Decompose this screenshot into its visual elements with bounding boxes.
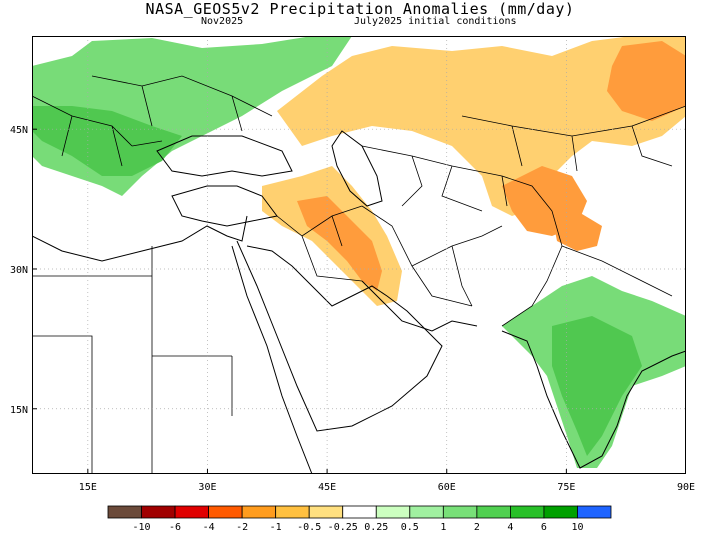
colorbar-label-8: 0.5 (401, 522, 419, 533)
coastline-arabian-peninsula (236, 240, 443, 432)
coastline-india (501, 330, 686, 469)
colorbar-swatch-9 (409, 505, 444, 519)
colorbar-label-4: -1 (270, 522, 282, 533)
border-lines-5 (461, 105, 686, 172)
anomaly-dry-iraq-core (297, 196, 382, 291)
colorbar-label-0: -10 (133, 522, 151, 533)
coastline-persian-gulf (361, 280, 478, 332)
border-lines-2 (276, 205, 503, 307)
anomaly-dry-northeast (607, 41, 686, 121)
colorbar-swatch-12 (509, 505, 545, 519)
colorbar-label-7: 0.25 (364, 522, 388, 533)
country-borders (32, 75, 686, 474)
colorbar-label-1: -6 (169, 522, 181, 533)
colorbar-swatch-13 (543, 505, 578, 519)
colorbar-label-2: -4 (203, 522, 215, 533)
colorbar-swatch-3 (208, 505, 243, 519)
precipitation-map (32, 36, 686, 474)
colorbar-swatch-6 (308, 505, 344, 519)
anomaly-dry-kashmir (552, 214, 602, 251)
colorbar-swatch-7 (342, 505, 377, 519)
anomaly-dry-north (277, 36, 686, 216)
coastline-turkey (171, 185, 278, 227)
initial-conditions-label: July2025 initial conditions (354, 16, 517, 27)
colorbar-swatches (107, 505, 612, 519)
colorbar-swatch-2 (174, 505, 209, 519)
colorbar-label-10: 2 (474, 522, 480, 533)
coastline-mediterranean (32, 215, 248, 262)
gridlines (32, 36, 686, 474)
border-lines-3 (361, 145, 673, 327)
colorbar-label-13: 10 (571, 522, 583, 533)
map-title: NASA_GEOS5v2 Precipitation Anomalies (mm… (145, 0, 575, 18)
colorbar-swatch-1 (141, 505, 176, 519)
colorbar-label-9: 1 (440, 522, 446, 533)
colorbar-swatch-10 (442, 505, 478, 519)
colorbar-label-5: -0.5 (297, 522, 321, 533)
coastline-black-sea (156, 135, 293, 177)
latitude-labels: 45N 30N 15N (10, 125, 28, 416)
tick-label-lat-45: 45N (10, 125, 28, 136)
border-lines-1 (32, 246, 233, 474)
colorbar-label-11: 4 (507, 522, 513, 533)
coastline-red-sea-africa (231, 245, 313, 474)
colorbar-swatch-4 (241, 505, 277, 519)
colorbar-labels: -10 -6 -4 -2 -1 -0.5 -0.25 0.25 0.5 1 2 4 6 10 (133, 522, 584, 533)
tick-label-lon-30: 30E (198, 482, 216, 493)
colorbar-swatch-8 (375, 505, 411, 519)
coastline-caspian (331, 130, 383, 207)
colorbar: -10 -6 -4 -2 -1 -0.5 -0.25 0.25 0.5 1 2 4 6 10 (107, 505, 612, 533)
map-frame (32, 36, 686, 474)
tick-label-lat-15: 15N (10, 405, 28, 416)
target-month-label: Nov2025 (201, 16, 244, 27)
colorbar-swatch-0 (107, 505, 142, 519)
tick-label-lon-90: 90E (677, 482, 695, 493)
tick-label-lat-30: 30N (10, 265, 28, 276)
tick-label-lon-45: 45E (318, 482, 336, 493)
colorbar-label-6: -0.25 (328, 522, 358, 533)
anomaly-wet-europe-dark (32, 106, 182, 176)
coastlines (32, 130, 686, 474)
tick-label-lon-15: 15E (79, 482, 97, 493)
border-lines-4 (32, 75, 273, 167)
tick-label-lon-60: 60E (438, 482, 456, 493)
colorbar-label-3: -2 (236, 522, 248, 533)
colorbar-swatch-14 (577, 505, 612, 519)
colorbar-swatch-11 (476, 505, 511, 519)
colorbar-label-12: 6 (541, 522, 547, 533)
longitude-labels: 15E 30E 45E 60E 75E 90E (79, 482, 695, 493)
colorbar-swatch-5 (275, 505, 310, 519)
anomaly-wet-india-dark (552, 316, 642, 456)
tick-label-lon-75: 75E (557, 482, 575, 493)
